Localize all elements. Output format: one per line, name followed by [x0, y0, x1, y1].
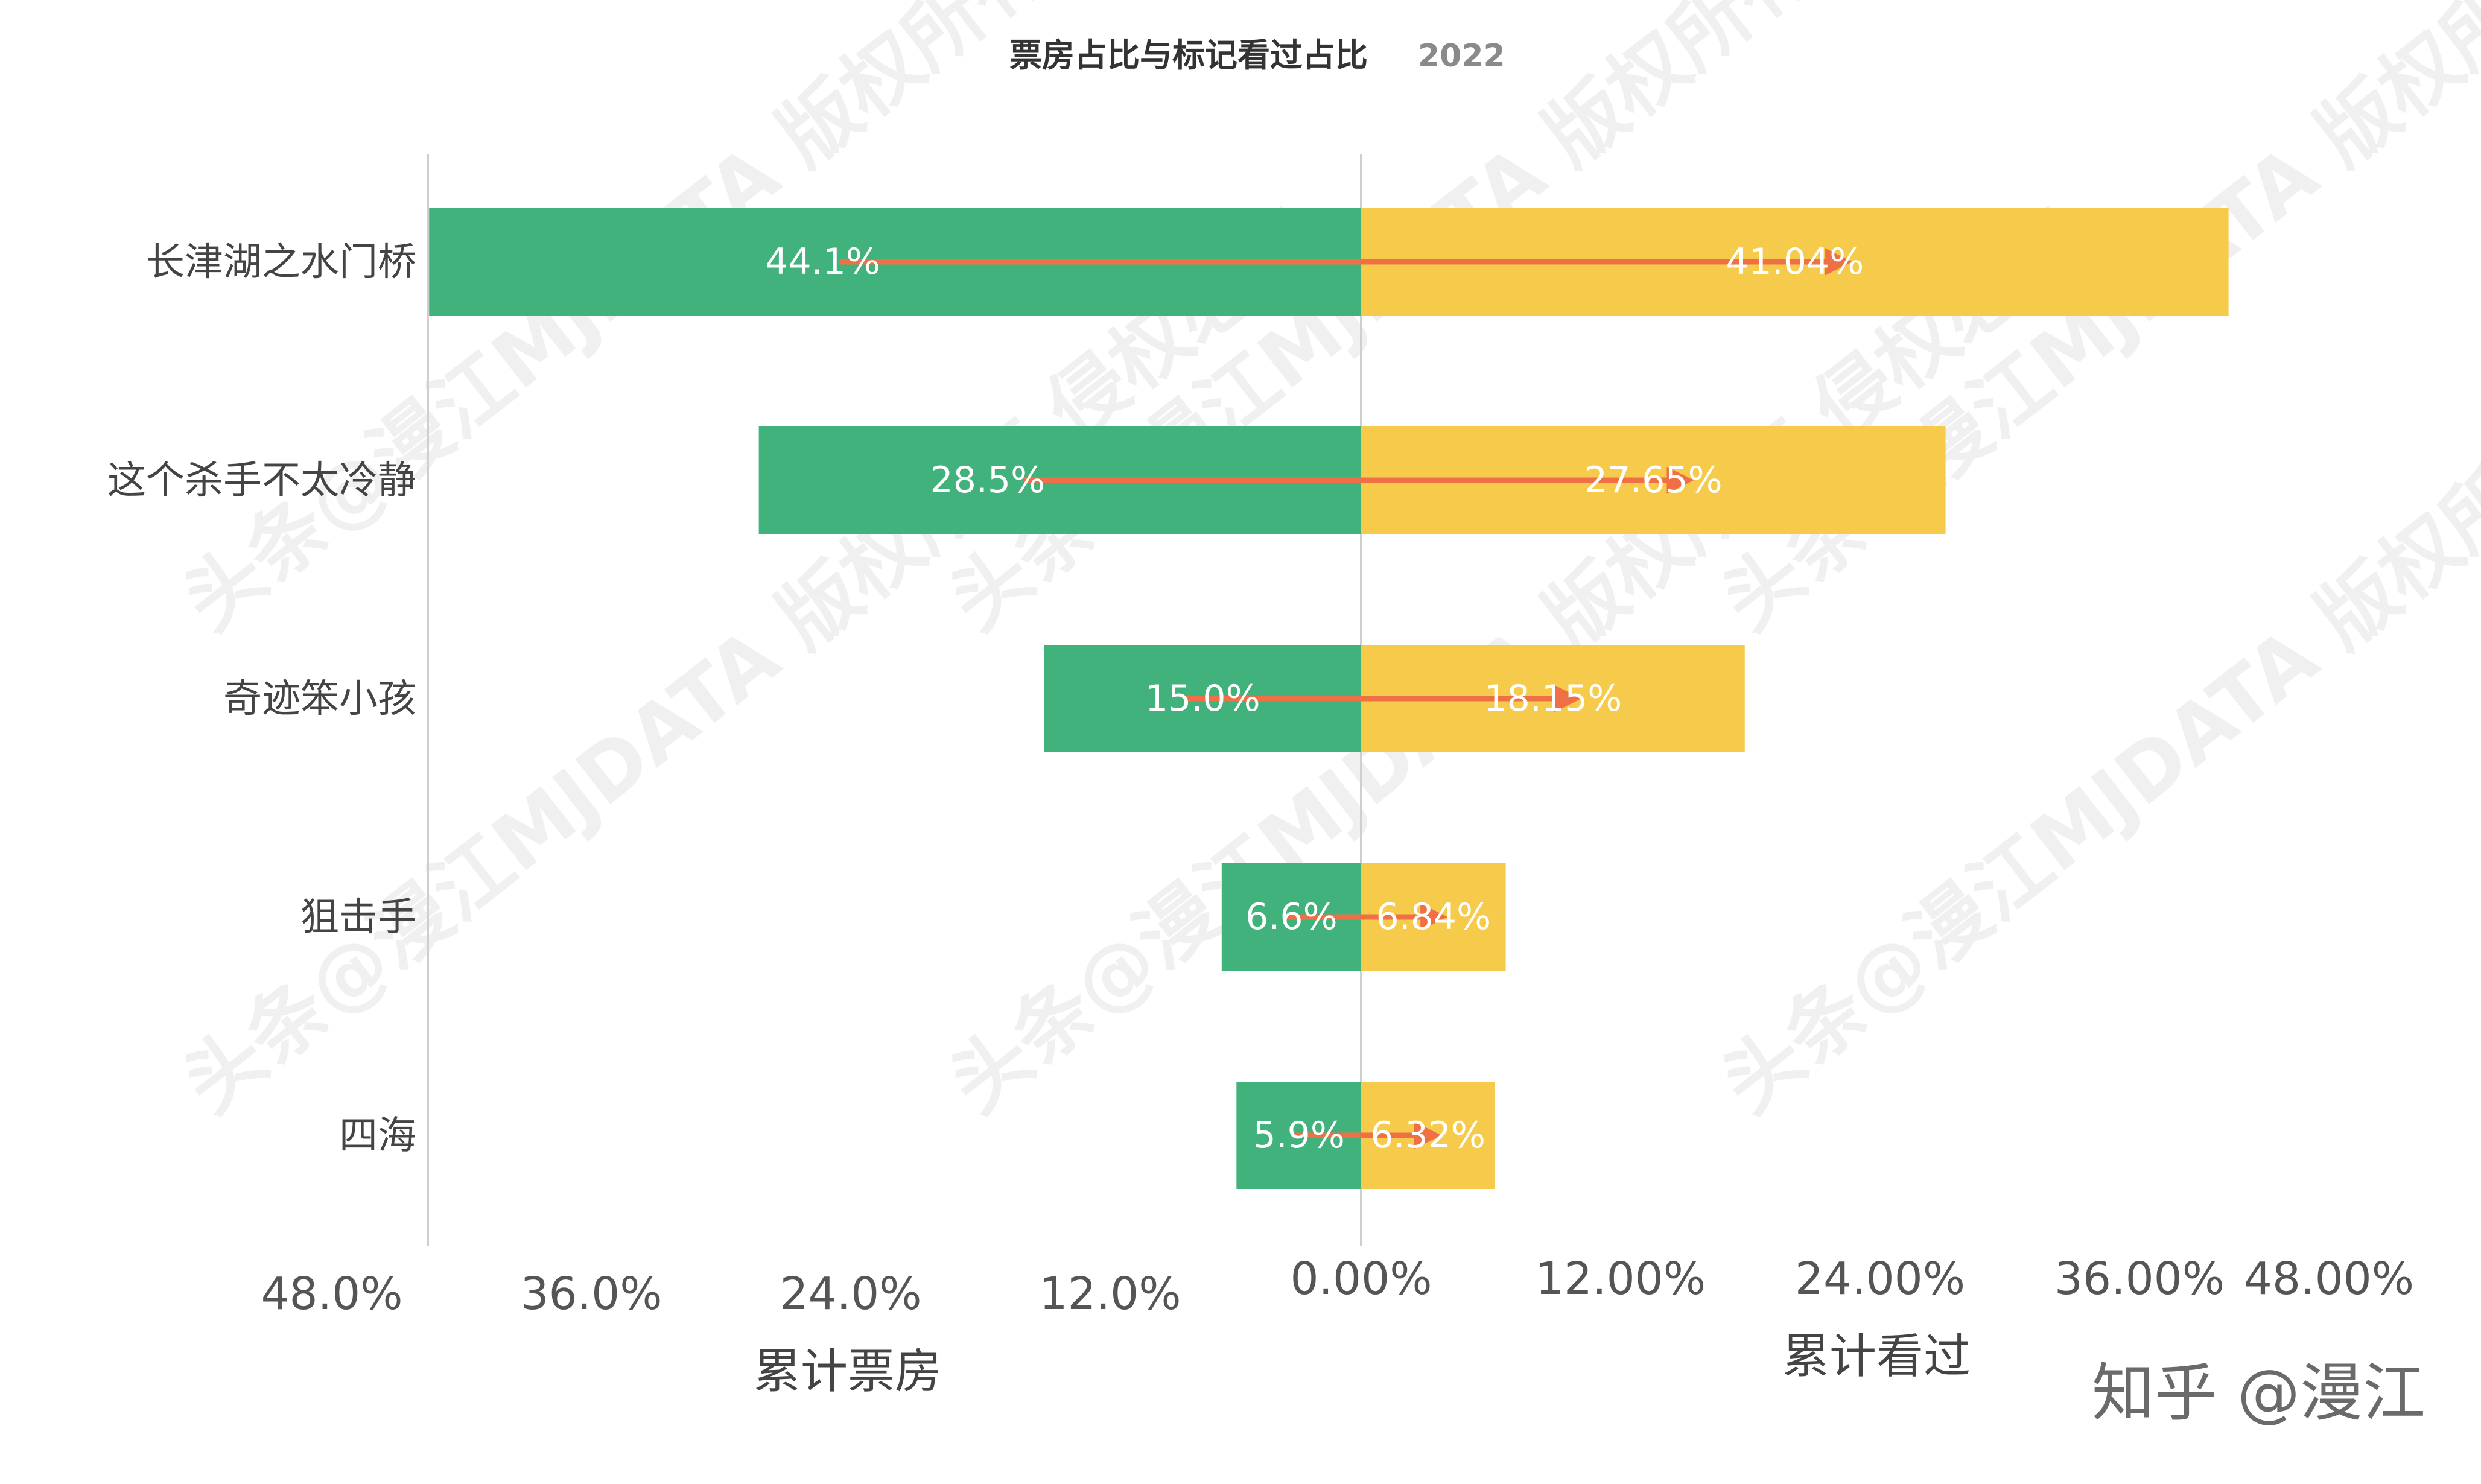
category-label: 四海 [339, 1114, 416, 1158]
data-label-watched: 41.04% [1726, 241, 1864, 283]
tick-label-right: 48.00% [2244, 1253, 2414, 1305]
chart-title: 票房占比与标记看过占比 [1009, 36, 1368, 74]
data-label-box-office: 5.9% [1253, 1114, 1344, 1156]
data-label-box-office: 44.1% [765, 241, 880, 283]
left-axis-title: 累计票房 [754, 1345, 942, 1399]
data-label-watched: 6.84% [1376, 896, 1491, 938]
category-label: 这个杀手不太冷静 [107, 458, 416, 503]
data-label-box-office: 15.0% [1145, 677, 1260, 720]
tick-label-right: 36.00% [2054, 1253, 2225, 1305]
right-axis-title: 累计看过 [1782, 1330, 1971, 1384]
tick-label-right: 24.00% [1795, 1253, 1965, 1305]
data-label-watched: 27.65% [1584, 459, 1723, 501]
chart-subtitle: 2022 [1418, 38, 1505, 74]
tick-label-left: 36.0% [520, 1268, 662, 1320]
tick-label-left: 12.0% [1039, 1268, 1181, 1320]
arrows [839, 248, 1853, 1149]
credit-text: 知乎 @漫江 [2092, 1356, 2425, 1430]
data-label-box-office: 6.6% [1245, 896, 1337, 938]
tick-label-left: 48.0% [261, 1268, 402, 1320]
tick-labels: 48.0% 36.0% 24.0% 12.0% 0.00% 12.00% 24.00% 36.… [261, 1253, 2414, 1320]
tick-label-left: 24.0% [780, 1268, 921, 1320]
category-label: 狙击手 [300, 895, 416, 940]
category-label: 奇迹笨小孩 [223, 677, 416, 721]
data-label-watched: 6.32% [1370, 1114, 1485, 1156]
bar-labels: 44.1% 41.04% 28.5% 27.65% 15.0% 18.15% 6.6% 6.8… [765, 241, 1864, 1156]
tick-label-right: 12.00% [1536, 1253, 1706, 1305]
data-label-watched: 18.15% [1484, 677, 1622, 720]
tick-label-right: 0.00% [1290, 1253, 1432, 1305]
category-label: 长津湖之水门桥 [146, 240, 416, 285]
data-label-box-office: 28.5% [930, 459, 1046, 501]
